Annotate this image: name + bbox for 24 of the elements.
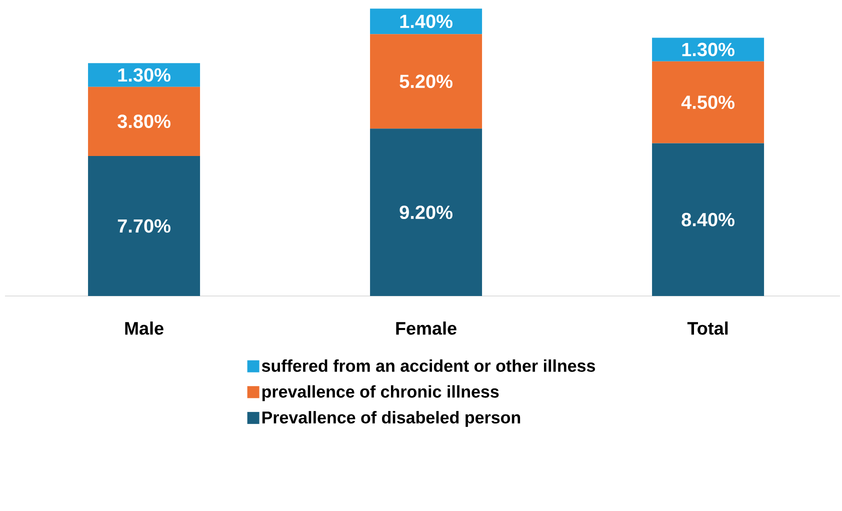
bar xyxy=(652,61,764,144)
data-label: 3.80% xyxy=(118,114,170,128)
data-label: 4.50% xyxy=(681,96,734,110)
data-label: 1.40% xyxy=(400,14,452,28)
data-label: 1.30% xyxy=(118,68,170,82)
data-label: 9.20% xyxy=(400,206,452,220)
legend-label: Prevallence of disabeled person xyxy=(262,411,520,427)
x-tick-label: Female xyxy=(396,322,456,335)
data-label: 1.30% xyxy=(682,42,734,56)
bar xyxy=(370,128,482,296)
data-label: 8.40% xyxy=(682,212,734,226)
data-label: 5.20% xyxy=(400,74,452,88)
bar xyxy=(652,143,764,296)
bar xyxy=(370,8,482,34)
legend-label: suffered from an accident or other illness xyxy=(262,359,596,372)
legend-label: prevallence of chronic illness xyxy=(262,385,499,402)
bar xyxy=(370,34,482,129)
bar xyxy=(88,156,200,296)
bar xyxy=(88,86,200,156)
x-tick-label: Male xyxy=(125,322,164,335)
data-label: 7.70% xyxy=(118,219,170,233)
x-tick-label: Total xyxy=(687,322,728,335)
bar xyxy=(88,63,200,87)
bar xyxy=(652,38,764,62)
